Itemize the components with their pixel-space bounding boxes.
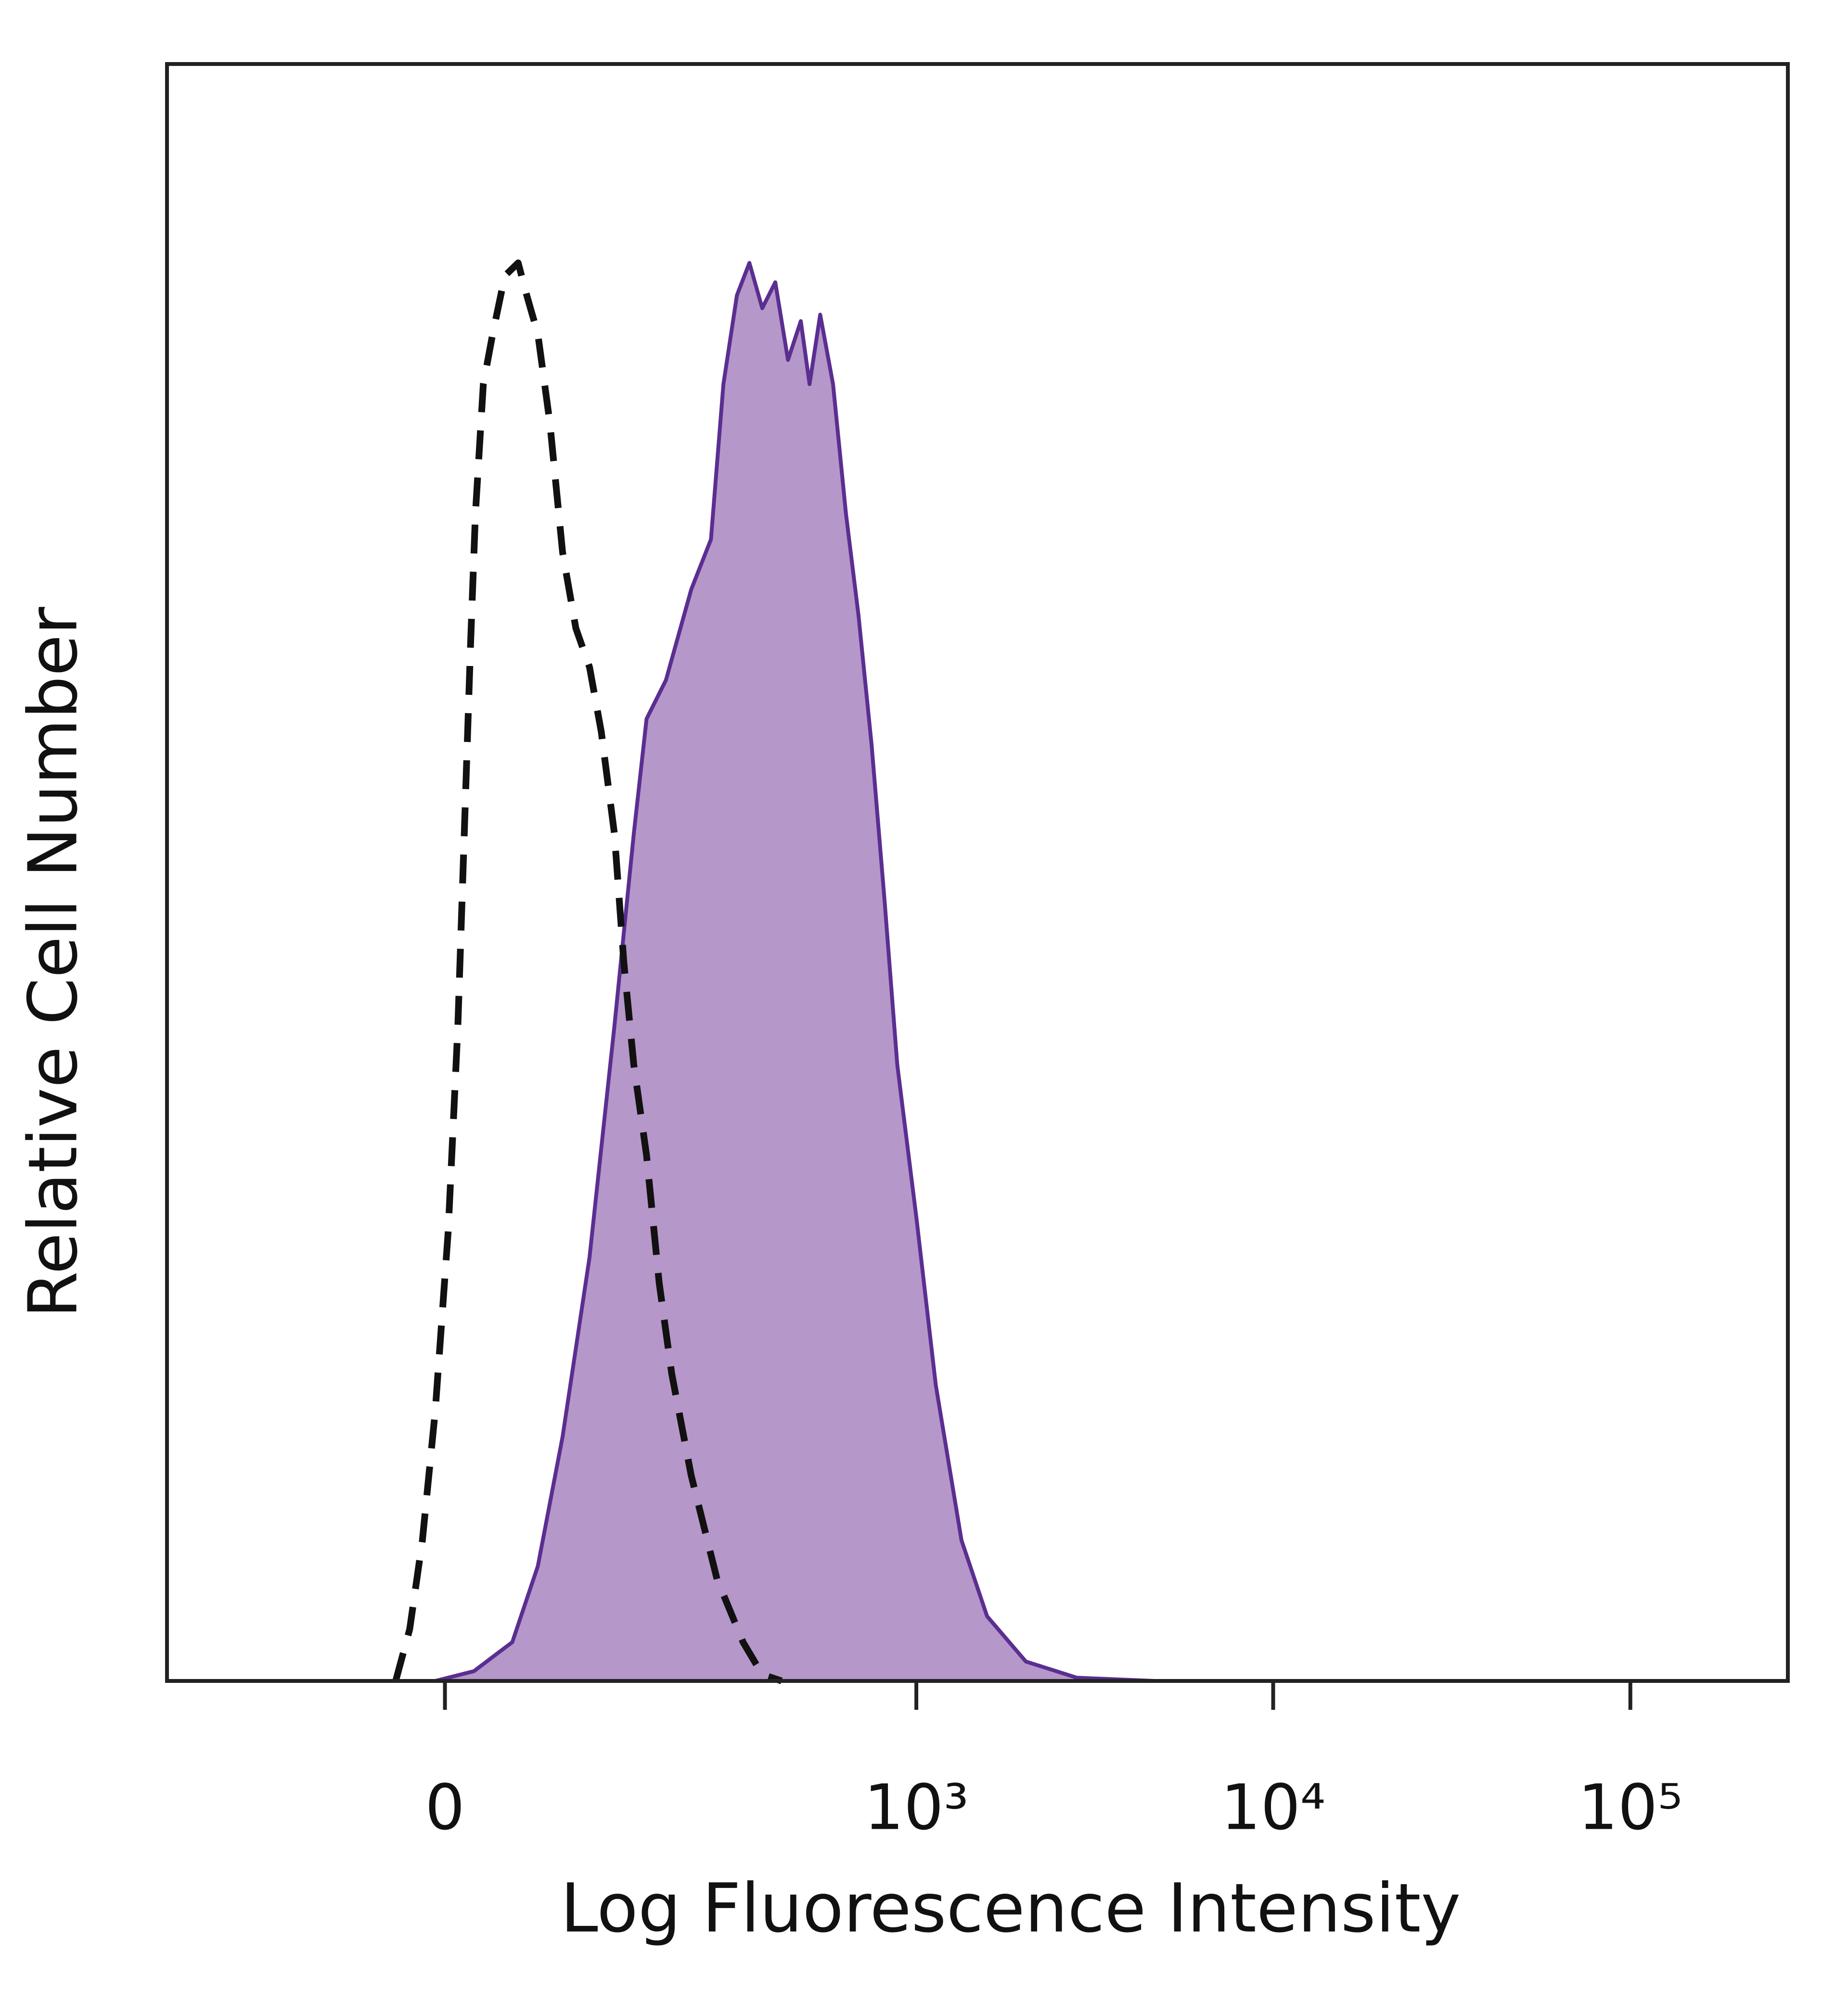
histogram-line: [392, 259, 783, 1684]
x-axis-label: Log Fluorescence Intensity: [561, 1870, 1461, 1948]
x-tick-label: 10⁴: [1221, 1771, 1326, 1844]
plot-frame: [165, 62, 1790, 1683]
histogram-area: [170, 261, 1773, 1683]
x-tick-label: 10³: [864, 1771, 969, 1844]
y-axis-label: Relative Cell Number: [14, 607, 93, 1318]
x-tick-label: 10⁵: [1578, 1771, 1683, 1844]
x-tick-label: 0: [425, 1771, 465, 1844]
